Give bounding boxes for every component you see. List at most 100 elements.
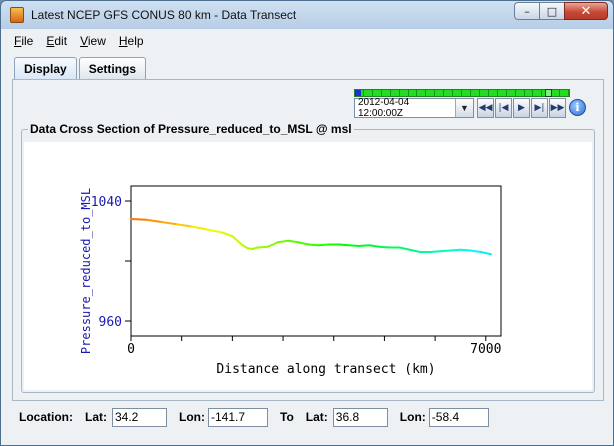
timeline-step[interactable] [444, 90, 454, 96]
timeline-step[interactable] [516, 90, 525, 96]
cross-section-chart[interactable]: 0 7000 960 1040 Distance along transect (km)… [24, 142, 592, 390]
series-line-segment [307, 243, 320, 247]
series-line-segment [130, 218, 148, 221]
animation-timeline[interactable] [354, 89, 570, 97]
timeline-step[interactable] [551, 90, 561, 96]
plot-area[interactable]: 0 7000 960 1040 Distance along transect (km)… [24, 142, 592, 390]
lat-end-field[interactable]: 36.8 [332, 407, 388, 427]
timeline-step[interactable] [417, 90, 427, 96]
timeline-step[interactable] [462, 90, 471, 96]
timeline-start-marker [355, 90, 361, 96]
info-icon[interactable]: i [569, 99, 586, 116]
menu-edit-mnemonic: E [46, 34, 55, 48]
y-axis-label: Pressure_reduced_to_MSL [79, 188, 93, 354]
timeline-step[interactable] [391, 90, 400, 96]
tab-settings[interactable]: Settings [78, 57, 147, 79]
menu-view-label: iew [87, 34, 106, 48]
location-label: Location: [19, 410, 73, 424]
close-button[interactable]: ✕ [564, 2, 608, 20]
menu-file[interactable]: File [14, 34, 33, 48]
series-line-segment [256, 245, 269, 249]
series-line-segment [145, 218, 163, 223]
series-line-segment [378, 245, 391, 249]
menu-view[interactable]: View [80, 34, 106, 48]
series-line-segment [439, 249, 452, 253]
menu-file-mnemonic: F [14, 34, 22, 48]
series-line-segment [221, 231, 234, 238]
step-back-icon[interactable]: |◀ [495, 98, 512, 118]
location-status-bar: Location: Lat: 34.2 Lon: -141.7 To Lat: … [1, 406, 613, 428]
series-line-segment [347, 244, 361, 247]
series-line-segment [469, 249, 482, 253]
series-line-segment [160, 221, 178, 226]
animation-controls: ◀◀ |◀ ▶ ▶| ▶▶ i [477, 98, 586, 118]
maximize-button[interactable]: □ [539, 2, 565, 20]
window-controls: – □ ✕ [514, 2, 608, 20]
timeline-step[interactable] [453, 90, 463, 96]
lon-end-label: Lon: [399, 410, 426, 424]
cross-section-group: Data Cross Section of Pressure_reduced_t… [21, 122, 595, 393]
title-bar: Latest NCEP GFS CONUS 80 km - Data Trans… [1, 1, 613, 29]
rewind-icon[interactable]: ◀◀ [477, 98, 494, 118]
menu-help[interactable]: Help [119, 34, 144, 48]
timeline-current-marker[interactable] [545, 89, 552, 97]
timeline-step[interactable] [525, 90, 534, 96]
plot-frame [130, 185, 502, 337]
menu-bar: File Edit View Help [1, 30, 613, 52]
window-title: Latest NCEP GFS CONUS 80 km - Data Trans… [31, 8, 297, 22]
menu-help-mnemonic: H [118, 34, 128, 48]
series-line-segment [449, 248, 462, 252]
x-tick-label: 7000 [470, 342, 501, 357]
cross-section-title: Data Cross Section of Pressure_reduced_t… [28, 122, 354, 136]
timeline-step[interactable] [507, 90, 516, 96]
timeline-step[interactable] [480, 90, 489, 96]
menu-help-label: elp [127, 34, 144, 48]
series-line-segment [206, 228, 224, 234]
lat-start-field[interactable]: 34.2 [112, 407, 167, 427]
series-line-segment [297, 241, 310, 246]
display-panel: 2012-04-04 12:00:00Z ▼ ◀◀ |◀ ▶ ▶| ▶▶ i D… [12, 79, 604, 401]
timeline-step[interactable] [471, 90, 480, 96]
timeline-step[interactable] [426, 90, 436, 96]
minimize-button[interactable]: – [514, 2, 540, 20]
timeline-step[interactable] [435, 90, 445, 96]
menu-file-label: ile [21, 34, 34, 48]
series-line-segment [479, 251, 492, 256]
lon-start-field[interactable]: -141.7 [208, 407, 268, 427]
timeline-step[interactable] [533, 90, 543, 96]
play-icon[interactable]: ▶ [513, 98, 530, 118]
timeline-step[interactable] [400, 90, 409, 96]
maximize-icon: □ [546, 4, 558, 18]
series-line-segment [337, 243, 350, 247]
chevron-down-icon[interactable]: ▼ [455, 99, 473, 117]
tab-strip: Display Settings [14, 57, 148, 80]
timeline-step[interactable] [355, 90, 364, 96]
tab-display[interactable]: Display [14, 57, 77, 80]
timeline-step[interactable] [364, 90, 373, 96]
lon-end-field[interactable]: -58.4 [428, 407, 489, 427]
y-tick-label: 1040 [91, 195, 122, 210]
timeline-step[interactable] [373, 90, 382, 96]
x-axis-label: Distance along transect (km) [216, 362, 435, 377]
timeline-step[interactable] [560, 90, 570, 96]
series-line-segment [276, 239, 290, 244]
fast-forward-icon[interactable]: ▶▶ [549, 98, 566, 118]
menu-edit[interactable]: Edit [46, 34, 67, 48]
timeline-step[interactable] [382, 90, 391, 96]
timeline-step[interactable] [498, 90, 507, 96]
time-selector[interactable]: 2012-04-04 12:00:00Z ▼ [354, 97, 474, 119]
series-line-segment [368, 244, 381, 248]
series-line-segment [190, 225, 209, 231]
lon-label: Lon: [179, 410, 205, 424]
step-forward-icon[interactable]: ▶| [531, 98, 548, 118]
timeline-step[interactable] [409, 90, 418, 96]
close-icon: ✕ [580, 3, 592, 19]
series-line-segment [459, 248, 472, 252]
series-line-segment [231, 235, 244, 247]
menu-edit-label: dit [54, 34, 68, 48]
timeline-step[interactable] [489, 90, 498, 96]
series-line-segment [429, 250, 442, 253]
series-line-segment [287, 239, 300, 244]
java-app-icon [10, 7, 24, 23]
lat-end-label: Lat: [305, 410, 328, 424]
